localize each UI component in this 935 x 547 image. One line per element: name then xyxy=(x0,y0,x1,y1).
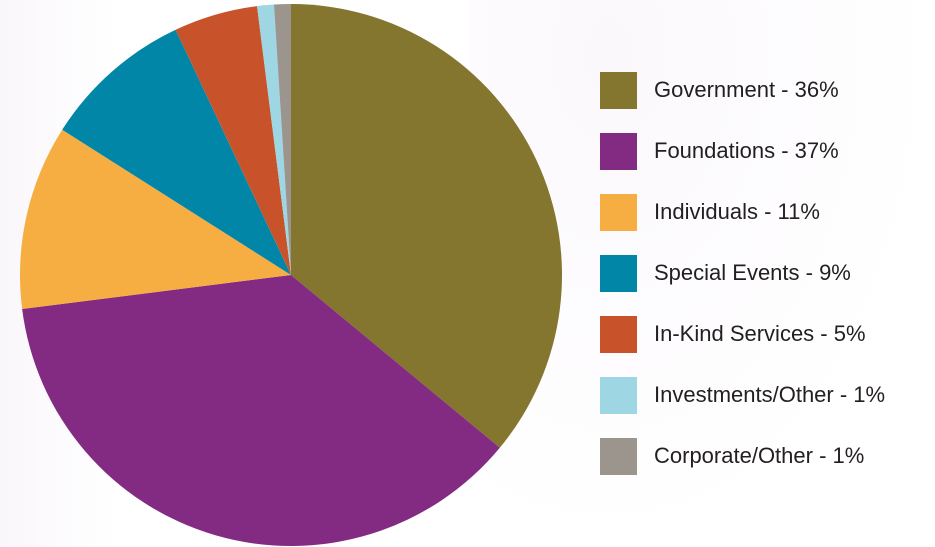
legend-label-corporate-other: Corporate/Other - 1% xyxy=(654,443,865,468)
legend-swatch-special-events xyxy=(600,254,637,292)
pie-slice-special-events xyxy=(62,29,291,275)
legend-swatch-corporate-other xyxy=(600,437,637,475)
pie-slice-foundations xyxy=(22,275,500,546)
legend-swatch-foundations xyxy=(600,132,637,170)
legend-label-individuals: Individuals - 11% xyxy=(654,199,820,224)
legend-item-foundations: Foundations - 37% xyxy=(600,131,930,171)
pie-chart xyxy=(20,3,562,546)
legend-item-investments-other: Investments/Other - 1% xyxy=(600,375,930,415)
legend-label-government: Government - 36% xyxy=(654,77,839,102)
legend: Government - 36% Foundations - 37% Indiv… xyxy=(600,70,930,497)
legend-swatch-in-kind-services xyxy=(600,315,637,353)
legend-label-investments-other: Investments/Other - 1% xyxy=(654,382,886,407)
legend-item-special-events: Special Events - 9% xyxy=(600,253,930,293)
legend-item-in-kind-services: In-Kind Services - 5% xyxy=(600,314,930,354)
legend-label-in-kind-services: In-Kind Services - 5% xyxy=(654,321,866,346)
legend-swatch-individuals xyxy=(600,193,637,231)
legend-label-special-events: Special Events - 9% xyxy=(654,260,851,285)
pie-slice-individuals xyxy=(20,129,291,309)
legend-swatch-investments-other xyxy=(600,376,637,414)
legend-item-corporate-other: Corporate/Other - 1% xyxy=(600,436,930,476)
pie-slice-in-kind-services xyxy=(175,6,291,275)
legend-item-individuals: Individuals - 11% xyxy=(600,192,930,232)
legend-label-foundations: Foundations - 37% xyxy=(654,138,839,163)
legend-swatch-government xyxy=(600,71,637,109)
legend-item-government: Government - 36% xyxy=(600,70,930,110)
pie-slice-government xyxy=(291,4,562,448)
pie-slice-investments-other xyxy=(257,4,291,276)
pie-slice-corporate-other xyxy=(273,3,291,275)
